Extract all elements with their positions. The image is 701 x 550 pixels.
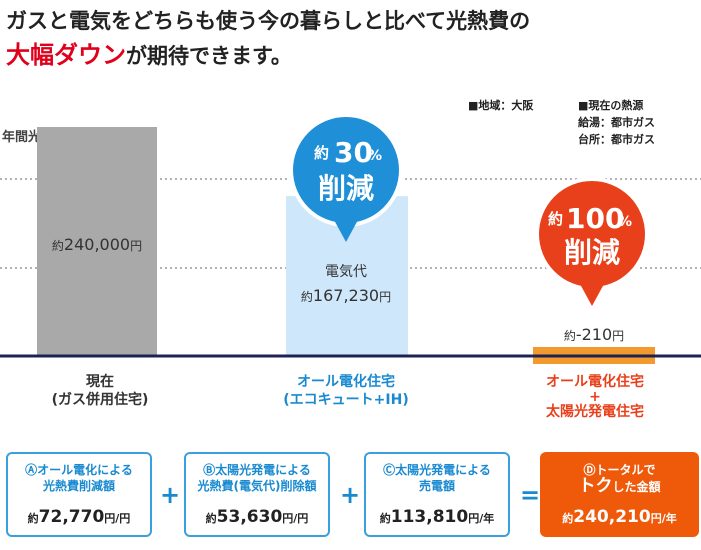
equals-operator: = <box>520 481 541 509</box>
badge2-unit: % <box>618 214 632 230</box>
summary-box-a: Ⓐオール電化による 光熱費削減額 約72,770円/円 <box>6 452 152 537</box>
svg-text:電気代: 電気代 <box>325 264 367 280</box>
heat-water: 給湯：都市ガス <box>578 116 655 129</box>
reduction-badge-100: 約 100 % 削減 <box>535 177 649 306</box>
headline-rest: が期待できます。 <box>126 44 292 68</box>
bar-1 <box>37 127 157 355</box>
reduction-badge-30: 約 30 % 削減 <box>289 113 403 242</box>
bar-3 <box>533 347 655 355</box>
headline-line1: ガスと電気をどちらも使う今の暮らしと比べて光熱費の <box>6 9 531 33</box>
badge1-value: 30 <box>334 136 373 169</box>
badge1-label: 削減 <box>318 172 374 205</box>
region-note: ■地域：大阪 <box>468 99 534 112</box>
bar-chart: 約 30 % 削減 約 100 % 削減 約240,000円 電気代 約167,… <box>0 113 701 364</box>
svg-text:約167,230円: 約167,230円 <box>301 286 391 305</box>
heat-kitchen: 台所：都市ガス <box>578 133 655 146</box>
category-label-all-electric: オール電化住宅 (エコキュート+IH) <box>283 374 409 408</box>
badge2-prefix: 約 <box>548 210 563 228</box>
bar2-label: 電気代 約167,230円 <box>301 264 391 305</box>
category-label-current: 現在 (ガス併用住宅) <box>51 374 149 408</box>
heat-source-note: ■現在の熱源 給湯：都市ガス 台所：都市ガス <box>578 97 655 148</box>
headline-line2: 大幅ダウンが期待できます。 <box>6 38 530 73</box>
svg-text:約-210円: 約-210円 <box>564 325 624 344</box>
summary-box-c: Ⓒ太陽光発電による 売電額 約113,810円/年 <box>364 452 510 537</box>
headline: ガスと電気をどちらも使う今の暮らしと比べて光熱費の 大幅ダウンが期待できます。 <box>6 4 530 73</box>
bar1-label: 約240,000円 <box>52 235 142 254</box>
plus-operator-2: + <box>340 481 361 509</box>
headline-highlight: 大幅ダウン <box>6 41 126 69</box>
bar-3-base <box>533 357 655 364</box>
badge2-label: 削減 <box>564 236 620 269</box>
summary-box-b: Ⓑ太陽光発電による 光熱費(電気代)削除額 約53,630円/円 <box>184 452 330 537</box>
plus-operator-1: + <box>160 481 181 509</box>
badge1-unit: % <box>368 148 382 164</box>
bar3-label: 約-210円 <box>564 325 624 344</box>
badge1-prefix: 約 <box>314 144 329 162</box>
summary-box-total: Ⓓトータルで トクした金額 約240,210円/年 <box>540 452 699 537</box>
heat-title: ■現在の熱源 <box>578 99 644 112</box>
svg-text:約240,000円: 約240,000円 <box>52 235 142 254</box>
category-label-solar: オール電化住宅 + 太陽光発電住宅 <box>546 374 644 420</box>
badge2-value: 100 <box>566 202 624 235</box>
